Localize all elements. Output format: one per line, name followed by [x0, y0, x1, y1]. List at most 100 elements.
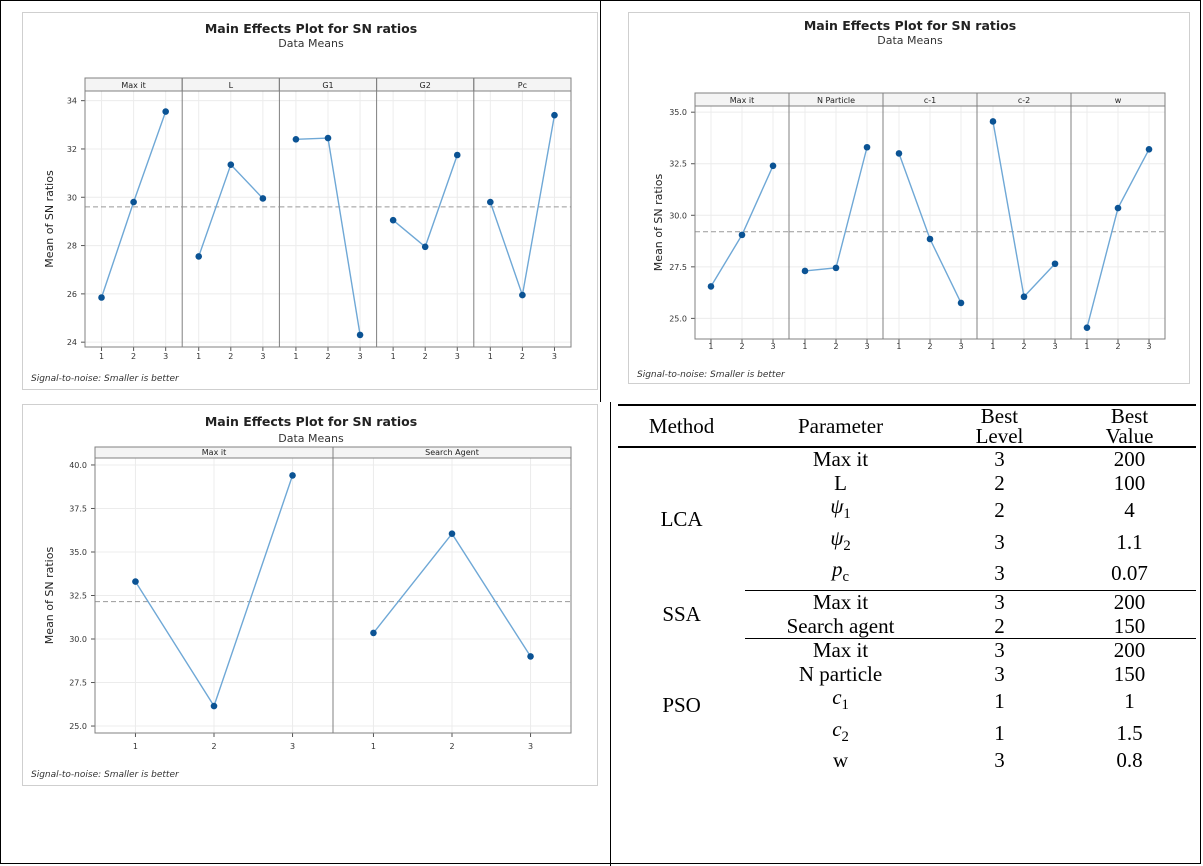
level-cell: 3 [994, 661, 1005, 686]
chart-title: Main Effects Plot for SN ratios [804, 18, 1016, 33]
data-point [769, 162, 777, 170]
col-header-method: Method [618, 404, 746, 448]
param-cell: N particle [798, 661, 883, 686]
chart-subtitle: Data Means [278, 432, 344, 445]
y-tick-label: 25.0 [669, 314, 687, 323]
x-tick-label: 3 [290, 742, 295, 751]
table-row: N particle 3 150 [618, 661, 1196, 687]
data-point [487, 198, 494, 206]
x-tick-label: 3 [455, 352, 460, 361]
data-point [1145, 146, 1153, 153]
table-row: SSA Max it 3 200 [618, 590, 1196, 625]
x-tick-label: 1 [488, 352, 493, 361]
param-psi1: ψ1 [830, 494, 851, 523]
table-row: c2 1 1.5 [618, 716, 1196, 750]
chart-panel-pso: Main Effects Plot for SN ratios Data Mean… [628, 12, 1190, 384]
facet-label: Max it [121, 81, 145, 90]
chart-panel-ssa: Main Effects Plot for SN ratios Data Mean… [22, 404, 598, 786]
y-tick-label: 35.0 [669, 108, 687, 117]
param-cell: ψ2 [745, 525, 936, 559]
y-axis-label: Mean of SN ratios [43, 170, 56, 268]
data-point [1051, 260, 1059, 268]
y-tick-label: 35.0 [69, 548, 87, 557]
y-tick-label: 26 [67, 290, 77, 299]
value-cell: 200 [1113, 447, 1146, 471]
data-point [292, 136, 300, 143]
col-header-best-value: Best Value [1063, 404, 1196, 448]
data-point [324, 134, 332, 142]
data-point [259, 195, 267, 202]
x-tick-label: 1 [293, 352, 298, 361]
x-tick-label: 2 [325, 352, 330, 361]
data-point [738, 231, 746, 239]
level-cell: 3 [994, 748, 1005, 773]
param-cell: ψ1 [745, 494, 936, 527]
value-cell: 1 [1124, 689, 1135, 714]
method-cell: SSA [662, 601, 701, 626]
y-tick-label: 32.5 [69, 592, 87, 601]
method-cell: LCA [660, 506, 703, 531]
y-tick-label: 40.0 [69, 461, 87, 470]
level-cell: 3 [994, 638, 1005, 663]
table-row: ψ2 3 1.1 [618, 525, 1196, 559]
main-effects-plot-ssa: Main Effects Plot for SN ratios Data Mean… [31, 414, 572, 780]
y-tick-label: 28 [67, 242, 77, 251]
col-header-best-level: Best Level [935, 404, 1064, 448]
value-cell: 100 [1113, 470, 1146, 495]
facet-label: G2 [420, 81, 431, 90]
table-row: w 3 0.8 [618, 749, 1196, 773]
data-point [162, 108, 169, 115]
data-point [289, 472, 296, 479]
facet-label: Max it [730, 96, 754, 105]
param-psi2: ψ2 [830, 525, 851, 554]
chart-subtitle: Data Means [278, 37, 344, 50]
param-cell: c1 [745, 685, 936, 718]
y-tick-label: 24 [67, 338, 77, 347]
data-point [1020, 293, 1028, 301]
value-cell: 0.07 [1063, 558, 1196, 592]
level-cell: 2 [935, 614, 1064, 640]
x-tick-label: 2 [1021, 342, 1026, 351]
facet-label: Search Agent [425, 448, 479, 457]
y-tick-label: 32.5 [669, 160, 687, 169]
value-cell: 1.1 [1116, 529, 1143, 554]
value-cell: 200 [1113, 590, 1146, 615]
facet-label: L [229, 81, 234, 90]
level-cell: 3 [994, 529, 1005, 554]
y-tick-label: 27.5 [69, 679, 87, 688]
table-header-row: Method Parameter Best Level Best Value [618, 404, 1196, 448]
chart-subtitle: Data Means [877, 34, 943, 47]
x-tick-label: 2 [739, 342, 744, 351]
data-point [210, 702, 218, 710]
data-point [130, 198, 137, 206]
divider-bottom [610, 402, 611, 866]
x-tick-label: 1 [99, 352, 104, 361]
param-cell: c2 [745, 716, 936, 750]
y-tick-label: 30.0 [69, 635, 87, 644]
param-c2: c2 [832, 716, 849, 745]
y-tick-label: 25.0 [69, 722, 87, 731]
level-cell: 3 [994, 590, 1005, 615]
data-point [227, 161, 235, 168]
data-point [863, 143, 871, 151]
y-axis-label: Mean of SN ratios [652, 174, 665, 272]
data-point [356, 331, 364, 339]
data-point [370, 629, 377, 637]
data-point [195, 253, 203, 260]
x-tick-label: 3 [864, 342, 869, 351]
data-point [448, 530, 456, 538]
facet-label: N Particle [817, 96, 855, 105]
data-point [132, 578, 139, 585]
group-pso: PSO Max it 3 200 N particle 3 150 c1 1 1… [618, 638, 1196, 773]
y-tick-label: 27.5 [669, 263, 687, 272]
x-tick-label: 2 [228, 352, 233, 361]
level-cell: 2 [994, 470, 1005, 495]
facet-label: w [1115, 96, 1122, 105]
value-cell: 4 [1124, 498, 1135, 523]
x-tick-label: 1 [990, 342, 995, 351]
x-tick-label: 3 [528, 742, 533, 751]
param-cell: Search agent [745, 614, 936, 640]
param-pc: pc [832, 557, 850, 586]
plot-frame [694, 92, 1166, 340]
